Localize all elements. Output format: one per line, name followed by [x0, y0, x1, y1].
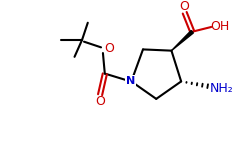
Text: NH₂: NH₂ [210, 82, 234, 94]
Text: N: N [126, 76, 135, 86]
Text: O: O [104, 42, 115, 55]
Polygon shape [172, 30, 194, 51]
Text: OH: OH [210, 21, 229, 33]
Text: O: O [95, 95, 105, 108]
Text: O: O [179, 0, 189, 13]
